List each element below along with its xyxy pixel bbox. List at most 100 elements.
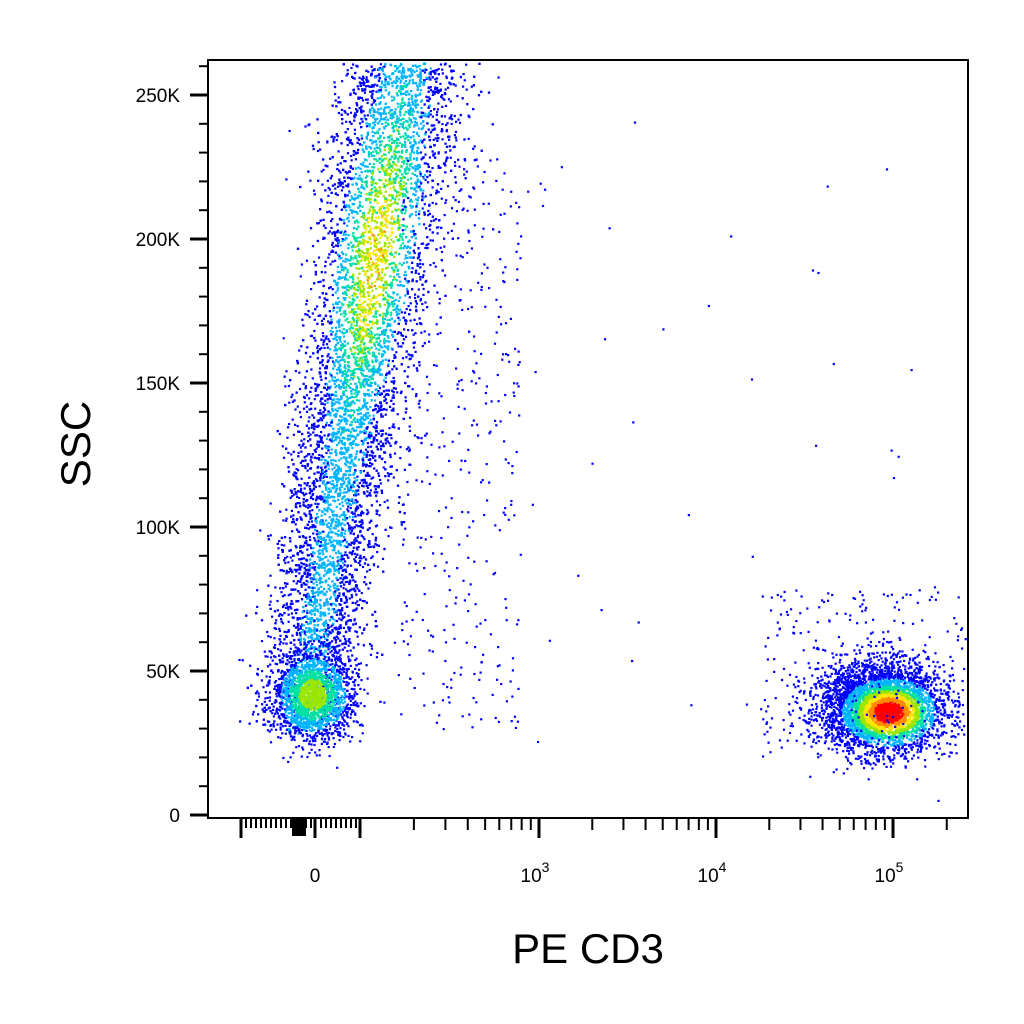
event-dot <box>358 255 361 259</box>
event-dot <box>362 233 365 236</box>
event-dot <box>426 246 429 250</box>
event-dot <box>337 407 340 410</box>
event-dot <box>329 263 332 266</box>
event-dot <box>351 549 355 553</box>
event-dot <box>374 267 377 270</box>
event-dot <box>310 596 313 599</box>
event-dot <box>316 383 319 386</box>
event-dot <box>424 246 427 250</box>
event-dot <box>342 587 345 590</box>
event-dot <box>388 163 391 167</box>
event-dot <box>405 157 408 160</box>
event-dot <box>320 378 323 381</box>
event-dot <box>306 617 309 620</box>
event-dot <box>347 354 351 358</box>
event-dot <box>337 111 340 115</box>
event-dot <box>332 563 335 566</box>
event-dot <box>343 409 346 412</box>
event-dot <box>361 326 364 329</box>
event-dot <box>360 557 363 560</box>
event-dot <box>431 115 434 118</box>
event-dot <box>372 476 375 479</box>
event-dot <box>362 255 366 258</box>
event-dot <box>353 311 356 314</box>
event-dot <box>357 330 360 333</box>
event-dot <box>415 198 418 201</box>
event-dot <box>376 651 379 655</box>
event-dot <box>427 214 430 217</box>
event-dot <box>415 158 418 162</box>
event-dot <box>338 592 341 595</box>
event-dot <box>363 342 366 345</box>
event-dot <box>336 229 340 232</box>
event-dot <box>402 181 405 184</box>
event-dot <box>372 162 375 166</box>
event-dot <box>401 192 404 195</box>
event-dot <box>334 491 337 494</box>
event-dot <box>355 508 358 511</box>
event-dot <box>400 211 403 215</box>
event-dot <box>383 74 386 77</box>
event-dot <box>335 483 339 486</box>
event-dot <box>408 126 411 129</box>
event-dot <box>282 337 285 340</box>
event-dot <box>389 456 392 459</box>
event-dot <box>378 456 381 459</box>
event-dot <box>352 63 355 66</box>
event-dot <box>336 289 339 292</box>
event-dot <box>294 544 297 548</box>
event-dot <box>351 249 354 252</box>
event-dot <box>415 308 418 311</box>
event-dot <box>420 107 423 110</box>
event-dot <box>303 630 306 633</box>
event-dot <box>316 434 319 437</box>
event-dot <box>274 644 277 647</box>
event-dot <box>405 448 408 451</box>
event-dot <box>331 360 335 363</box>
event-dot <box>362 485 365 488</box>
event-dot <box>448 145 451 148</box>
event-dot <box>372 249 376 252</box>
event-dot <box>356 693 359 696</box>
event-dot <box>439 82 442 85</box>
event-dot <box>407 329 410 332</box>
event-dot <box>363 581 366 584</box>
event-dot <box>295 582 298 585</box>
event-dot <box>324 408 327 412</box>
event-dot <box>388 318 392 322</box>
event-dot <box>338 459 341 462</box>
event-dot <box>462 73 465 76</box>
event-dot <box>421 276 424 279</box>
event-dot <box>300 585 303 588</box>
event-dot <box>264 691 267 694</box>
event-dot <box>342 635 345 638</box>
event-dot <box>386 214 389 217</box>
event-dot <box>311 377 314 380</box>
event-dot <box>385 401 388 405</box>
event-dot <box>379 250 382 253</box>
event-dot <box>411 78 414 81</box>
event-dot <box>379 67 382 70</box>
event-dot <box>380 491 384 494</box>
event-dot <box>360 186 363 189</box>
event-dot <box>402 247 405 250</box>
event-dot <box>323 459 326 462</box>
event-dot <box>403 274 406 277</box>
event-dot <box>489 159 492 162</box>
event-dot <box>327 504 330 507</box>
event-dot <box>307 420 310 423</box>
event-dot <box>314 434 317 437</box>
event-dot <box>368 414 371 417</box>
event-dot <box>327 353 330 356</box>
event-dot <box>393 641 396 644</box>
event-dot <box>275 700 278 703</box>
event-dot <box>304 376 307 379</box>
event-dot <box>333 466 336 469</box>
event-dot <box>353 552 356 555</box>
event-dot <box>419 76 422 79</box>
event-dot <box>321 183 324 186</box>
event-dot <box>465 88 468 91</box>
event-dot <box>362 161 365 164</box>
event-dot <box>350 159 353 162</box>
event-dot <box>376 410 380 413</box>
